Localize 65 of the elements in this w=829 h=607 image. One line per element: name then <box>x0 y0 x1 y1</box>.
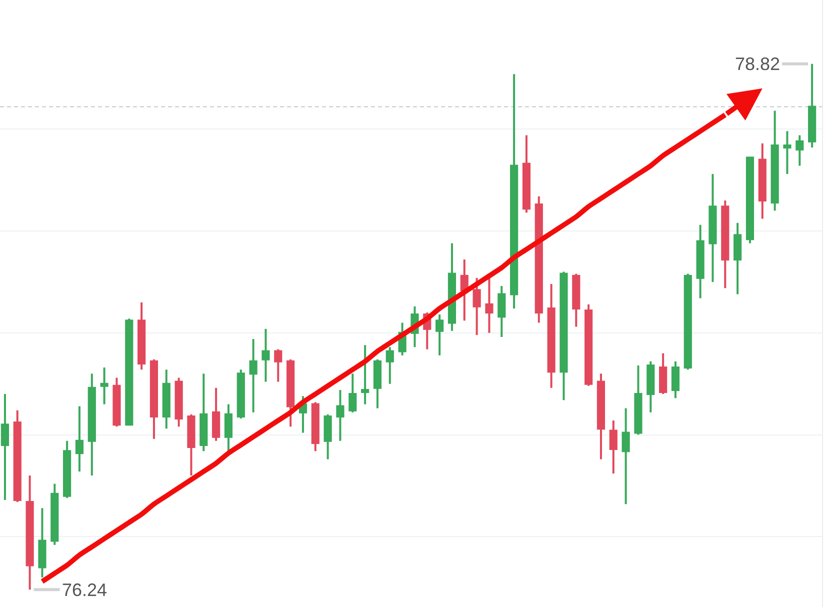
candlestick <box>485 276 494 334</box>
candlestick <box>224 403 233 452</box>
candlestick <box>50 482 59 546</box>
candlestick <box>361 344 370 406</box>
candlestick <box>162 368 170 430</box>
candlestick <box>187 413 196 477</box>
candlestick <box>88 372 96 477</box>
candlestick <box>262 328 270 383</box>
candlestick <box>659 352 668 396</box>
candlestick <box>721 199 730 290</box>
candlestick <box>547 283 556 389</box>
candlestick <box>26 474 34 591</box>
candlestick <box>498 285 506 338</box>
candlestick <box>274 348 282 383</box>
candlestick <box>734 222 742 296</box>
candlestick <box>0 393 10 501</box>
candlestick <box>634 364 642 436</box>
candlestick <box>138 301 146 371</box>
candlestick <box>472 276 481 336</box>
candlestick <box>249 338 258 414</box>
candlestick <box>770 110 779 212</box>
candlestick <box>373 358 382 410</box>
candlestick <box>174 376 183 428</box>
candlestick <box>696 224 704 300</box>
candlestick <box>808 62 816 148</box>
annotation: 76.24 <box>62 580 108 600</box>
candlestick <box>286 358 295 428</box>
candlestick <box>448 242 456 332</box>
candlestick <box>100 366 108 406</box>
candlestick <box>796 134 804 167</box>
candlestick <box>125 318 134 426</box>
candlestick <box>646 360 655 414</box>
candlestick <box>510 73 518 310</box>
candlestick <box>560 270 568 402</box>
candlestick <box>63 440 72 499</box>
candlestick <box>436 314 444 356</box>
candlestick <box>112 376 121 428</box>
candlestick <box>212 386 220 442</box>
candlestick <box>708 172 717 283</box>
candlestick <box>324 413 332 460</box>
candlestick <box>386 346 394 385</box>
candlestick <box>38 507 46 578</box>
candlestick <box>13 409 22 504</box>
candlestick <box>460 258 468 322</box>
candlestick <box>783 130 792 175</box>
candlestick <box>298 395 308 434</box>
candlestick <box>336 388 344 442</box>
candlestick <box>609 420 618 474</box>
candlestick <box>236 368 245 420</box>
candlestick <box>75 405 84 472</box>
candlestick <box>200 372 208 452</box>
annotation: 78.82 <box>735 54 780 74</box>
candlestick <box>622 407 630 506</box>
candlestick <box>522 134 531 214</box>
candlestick <box>348 372 357 414</box>
candlestick <box>150 358 158 440</box>
candlestick <box>758 142 766 220</box>
candlestick <box>584 303 593 387</box>
candlestick <box>746 156 754 244</box>
candlestick <box>311 401 320 452</box>
candlestick <box>684 272 692 371</box>
candlestick <box>572 272 580 328</box>
candlestick <box>534 195 543 324</box>
candlestick <box>671 360 680 400</box>
candlestick <box>596 372 606 460</box>
